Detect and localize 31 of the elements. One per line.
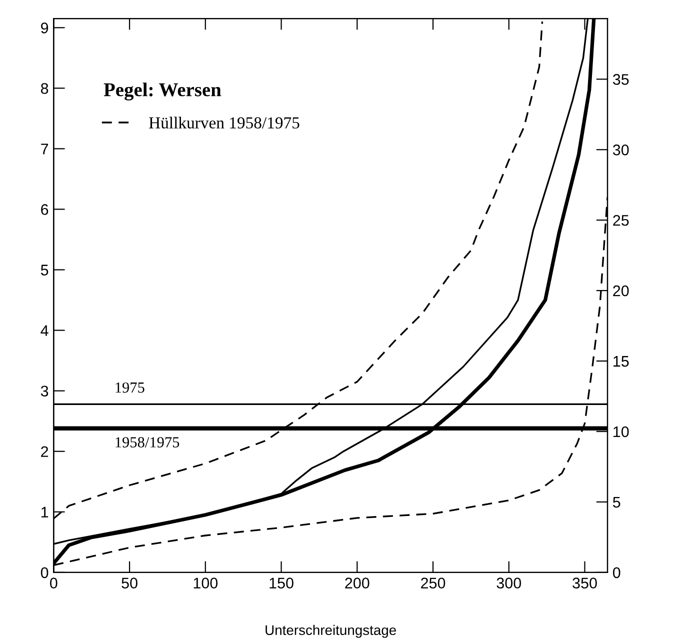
x-tick-label: 250 [421,578,446,588]
y2-tick-label: 15 [614,356,629,367]
x-tick-label: 350 [572,578,597,588]
y2-tick-label: 30 [612,144,629,156]
y-tick-label: 2 [41,446,48,457]
y-tick-label: 1 [41,506,48,518]
x-tick-label: 200 [345,578,370,588]
y2-tick-label: 35 [612,74,629,85]
y-tick-label: 6 [41,204,48,215]
y-tick-label: 9 [41,22,48,34]
x-tick-label: 100 [194,578,218,588]
x-axis-title: Unterschreitungstage [266,624,396,638]
text: Pegel: Wersen [104,82,222,100]
y-tick-label: 3 [40,386,48,397]
y2-tick-label: 20 [613,285,629,296]
y2-tick-label: 0 [612,567,620,578]
y2-tick-label: 5 [612,496,620,508]
annotation: 1975 [116,382,144,393]
x-tick-label: 50 [122,578,138,588]
x-tick-label: 0 [50,578,58,588]
y-tick-label: 4 [40,325,48,336]
legend-label: Hüllkurven 1958/1975 [149,116,300,128]
y2-tick-label: 25 [613,214,629,226]
x-tick-label: 150 [270,578,294,588]
y2-tick-label: 10 [614,426,629,438]
y-tick-label: 0 [40,567,48,578]
y-tick-label: 5 [40,264,48,276]
x-tick-label: 300 [496,578,522,588]
y-tick-label: 8 [40,83,48,94]
annotation: 1958/1975 [116,437,180,448]
y-tick-label: 7 [41,144,48,154]
